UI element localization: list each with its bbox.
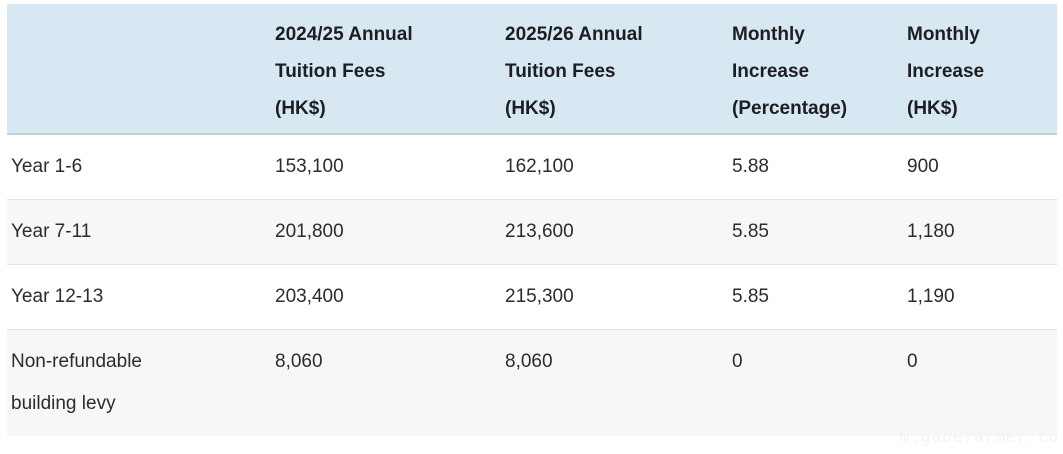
cell-increase-pct: 0 xyxy=(724,329,899,436)
cell-fees-2024-25: 201,800 xyxy=(267,199,497,265)
column-header-monthly-increase-hkd: Monthly Increase (HK$) xyxy=(899,4,1057,135)
tuition-fees-table-container: 2024/25 Annual Tuition Fees (HK$) 2025/2… xyxy=(7,4,1057,436)
cell-fees-2025-26: 213,600 xyxy=(497,199,724,265)
table-row-year-7-11: Year 7-11 201,800 213,600 5.85 1,180 xyxy=(7,199,1057,265)
cell-increase-pct: 5.85 xyxy=(724,199,899,265)
cell-increase-hkd: 0 xyxy=(899,329,1057,436)
cell-fees-2024-25: 203,400 xyxy=(267,264,497,330)
table-row-year-1-6: Year 1-6 153,100 162,100 5.88 900 xyxy=(7,134,1057,200)
header-line: Increase xyxy=(907,61,985,82)
column-header-2025-26-fees: 2025/26 Annual Tuition Fees (HK$) xyxy=(497,4,724,135)
tuition-fees-table: 2024/25 Annual Tuition Fees (HK$) 2025/2… xyxy=(7,4,1057,436)
header-line: 2025/26 Annual xyxy=(505,24,643,45)
column-header-monthly-increase-pct: Monthly Increase (Percentage) xyxy=(724,4,899,135)
cell-increase-hkd: 1,190 xyxy=(899,264,1057,330)
header-line: (HK$) xyxy=(275,98,326,119)
header-line: (Percentage) xyxy=(732,98,848,119)
header-line: Increase xyxy=(732,61,810,82)
cell-increase-pct: 5.88 xyxy=(732,156,769,177)
header-line: Monthly xyxy=(732,24,805,45)
row-label: Year 12-13 xyxy=(7,264,267,330)
cell-fees-2024-25: 8,060 xyxy=(267,329,497,436)
table-row-building-levy: Non-refundable building levy 8,060 8,060… xyxy=(7,329,1057,436)
cell-increase-hkd: 900 xyxy=(907,156,939,177)
row-label: Non-refundable building levy xyxy=(7,329,267,436)
header-line: 2024/25 Annual xyxy=(275,24,413,45)
header-line: Tuition Fees xyxy=(505,61,616,82)
cell-fees-2024-25: 153,100 xyxy=(275,156,344,177)
header-row: 2024/25 Annual Tuition Fees (HK$) 2025/2… xyxy=(7,4,1057,135)
header-line: (HK$) xyxy=(907,98,958,119)
cell-fees-2025-26: 8,060 xyxy=(497,329,724,436)
row-label: Year 7-11 xyxy=(7,199,267,265)
row-label: Year 1-6 xyxy=(11,156,83,177)
column-header-2024-25-fees: 2024/25 Annual Tuition Fees (HK$) xyxy=(267,4,497,135)
header-line: Tuition Fees xyxy=(275,61,386,82)
cell-increase-pct: 5.85 xyxy=(724,264,899,330)
header-line: Monthly xyxy=(907,24,980,45)
table-row-year-12-13: Year 12-13 203,400 215,300 5.85 1,190 xyxy=(7,264,1057,330)
column-header-category xyxy=(7,4,267,135)
cell-increase-hkd: 1,180 xyxy=(899,199,1057,265)
header-line: (HK$) xyxy=(505,98,556,119)
cell-fees-2025-26: 215,300 xyxy=(497,264,724,330)
cell-fees-2025-26: 162,100 xyxy=(505,156,574,177)
